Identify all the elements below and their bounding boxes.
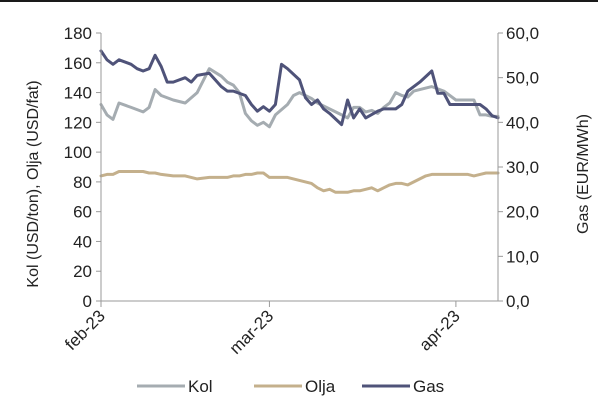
x-tick-label: mar-23 (226, 306, 278, 358)
left-y-tick-label: 140 (64, 84, 92, 103)
right-y-tick-label: 10,0 (506, 247, 539, 266)
left-y-tick-label: 60 (73, 203, 92, 222)
legend-label-kol: Kol (188, 377, 213, 396)
left-y-tick-label: 180 (64, 24, 92, 43)
x-tick-label: feb-23 (61, 306, 109, 354)
legend-label-olja: Olja (305, 377, 336, 396)
right-axis-title: Gas (EUR/MWh) (575, 114, 592, 234)
series-line-gas (99, 49, 500, 127)
right-y-tick-label: 40,0 (506, 113, 539, 132)
legend: Kol Olja Gas (137, 377, 444, 396)
left-y-tick-label: 20 (73, 262, 92, 281)
series-line-kol (99, 67, 500, 129)
left-y-tick-label: 80 (73, 173, 92, 192)
right-y-tick-label: 50,0 (506, 69, 539, 88)
right-y-tick-label: 0,0 (506, 292, 530, 311)
left-y-tick-label: 0 (83, 292, 92, 311)
left-y-tick-label: 40 (73, 232, 92, 251)
x-tick-label: apr-23 (416, 306, 464, 354)
left-axis-title: Kol (USD/ton), Olja (USD/fat) (25, 80, 42, 287)
left-y-tick-label: 160 (64, 54, 92, 73)
right-y-tick-label: 60,0 (506, 24, 539, 43)
right-y-tick-label: 20,0 (506, 203, 539, 222)
legend-label-gas: Gas (413, 377, 444, 396)
series-line-olja (99, 170, 500, 194)
left-y-tick-label: 100 (64, 143, 92, 162)
left-y-tick-label: 120 (64, 113, 92, 132)
top-rule (0, 0, 598, 2)
right-y-tick-label: 30,0 (506, 158, 539, 177)
